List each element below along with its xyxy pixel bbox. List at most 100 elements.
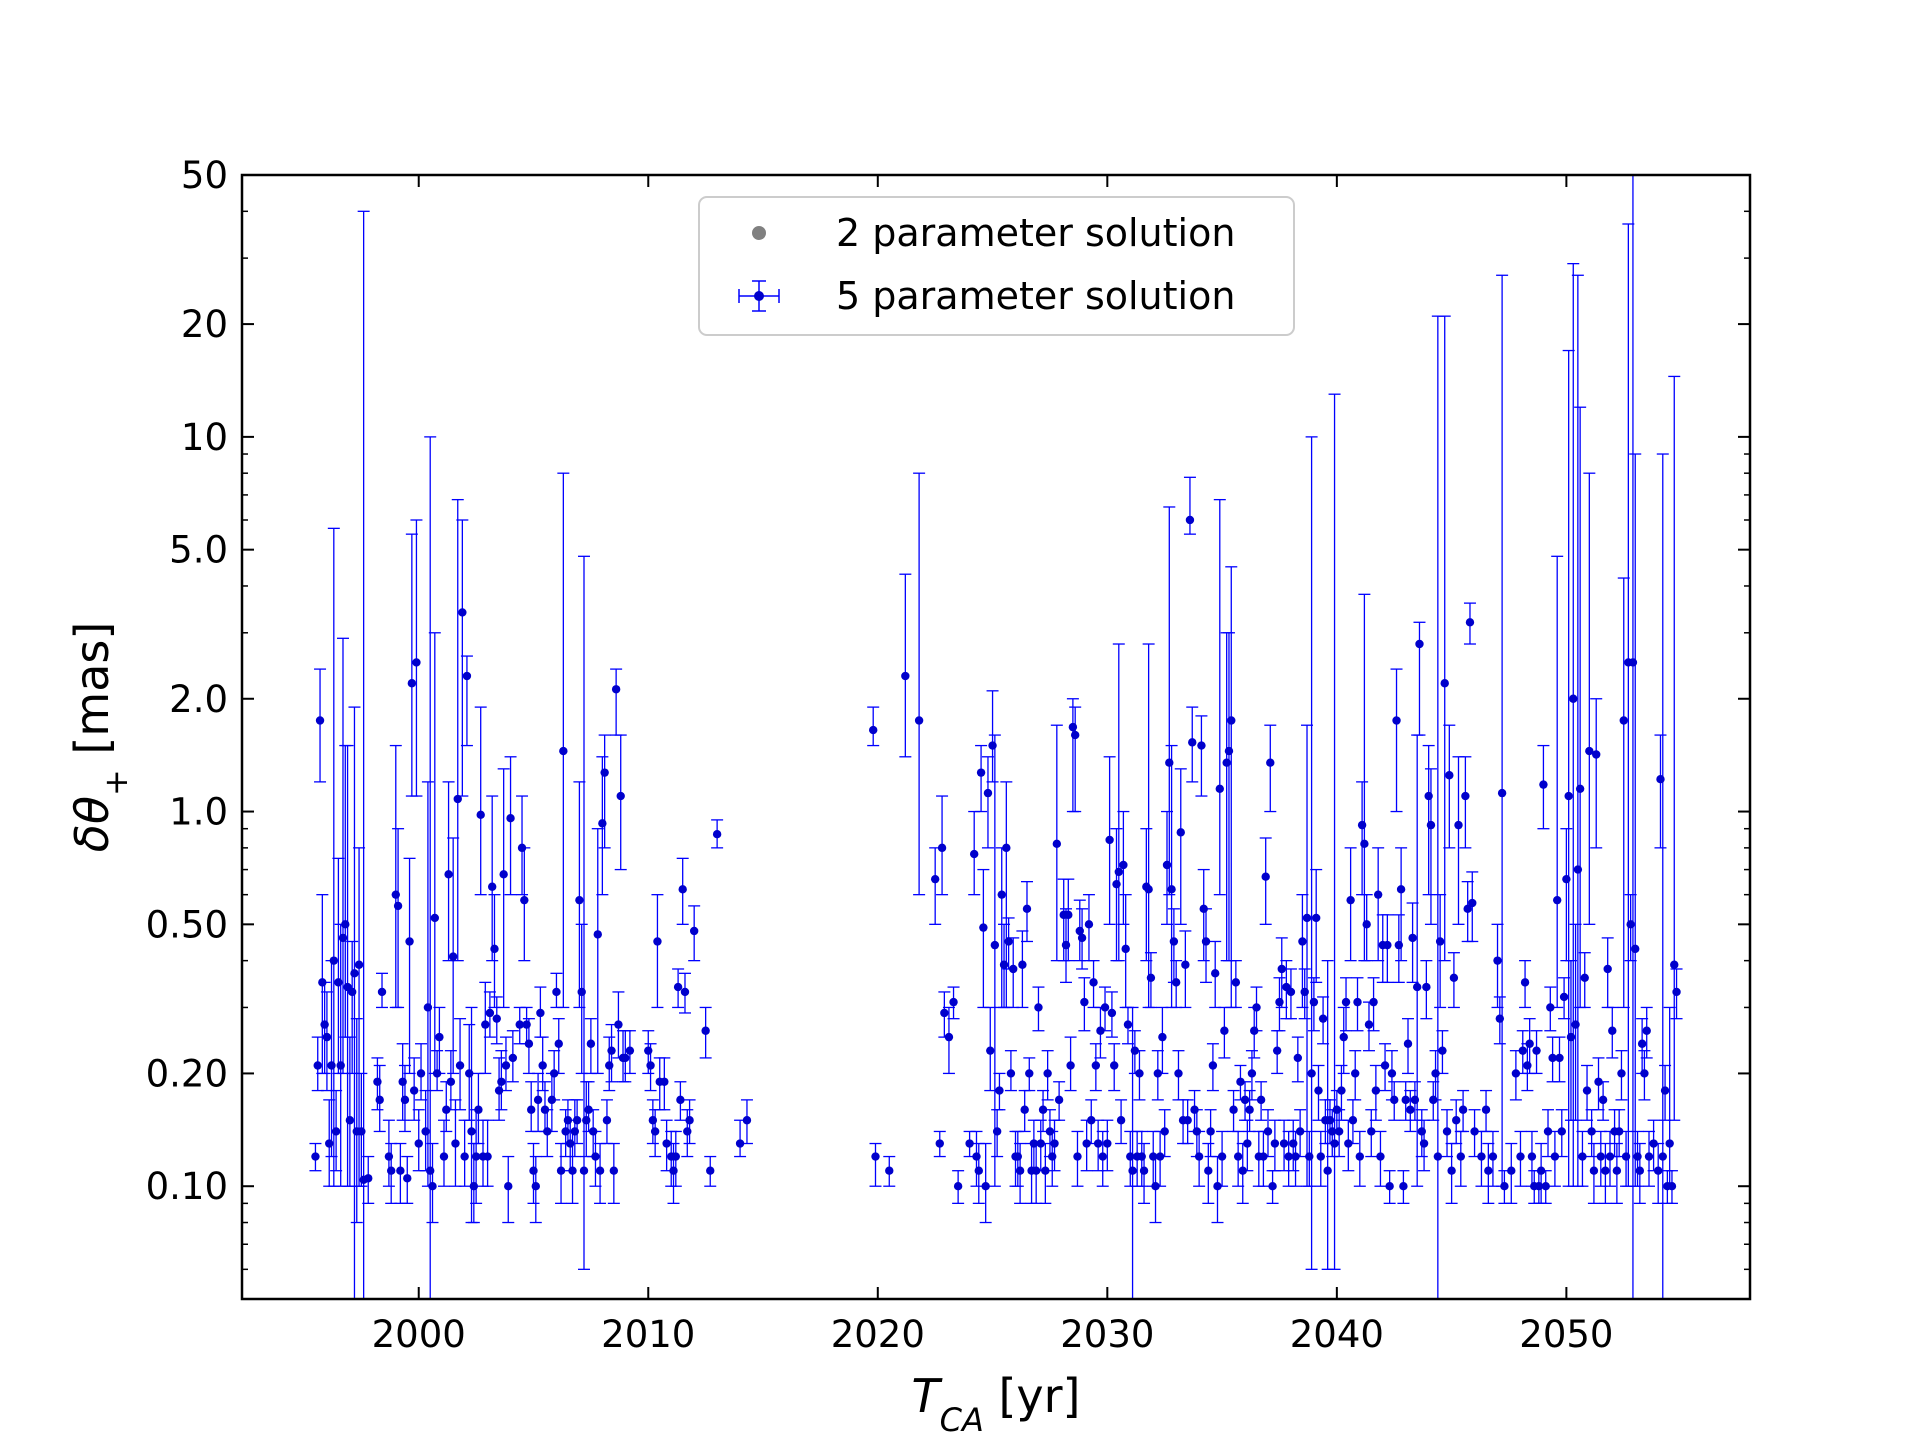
legend-label-5-parameter: 5 parameter solution: [836, 274, 1235, 318]
point-5-parameter: [536, 1008, 545, 1018]
point-5-parameter: [1516, 1152, 1525, 1161]
point-5-parameter: [591, 1152, 600, 1161]
point-5-parameter: [1256, 1095, 1266, 1105]
data-points: [311, 515, 1681, 1191]
point-5-parameter: [1284, 1152, 1293, 1161]
point-5-parameter: [471, 1152, 481, 1161]
point-5-parameter: [325, 1139, 334, 1148]
point-5-parameter: [1592, 750, 1601, 759]
y-tick-label: 2.0: [169, 678, 228, 721]
point-5-parameter: [1197, 741, 1206, 750]
point-5-parameter: [409, 1086, 419, 1095]
point-5-parameter: [414, 1139, 423, 1148]
point-5-parameter: [1013, 1152, 1023, 1161]
errorbar-5-parameter: [392, 828, 405, 1009]
point-5-parameter: [1642, 1026, 1651, 1035]
errorbar-5-parameter: [1259, 837, 1272, 925]
point-5-parameter: [1066, 1061, 1075, 1070]
point-5-parameter: [1098, 1152, 1107, 1161]
point-5-parameter: [1348, 1116, 1358, 1125]
point-5-parameter: [318, 978, 327, 987]
point-5-parameter: [556, 1166, 566, 1175]
point-5-parameter: [1073, 1152, 1082, 1161]
point-5-parameter: [1431, 1069, 1440, 1078]
x-tick-label: 2050: [1519, 1313, 1613, 1356]
point-5-parameter: [1093, 1139, 1103, 1148]
errorbar-5-parameter: [577, 555, 590, 1270]
point-5-parameter: [460, 1152, 469, 1161]
point-5-parameter: [869, 725, 878, 735]
point-5-parameter: [1415, 639, 1424, 649]
point-5-parameter: [1351, 1069, 1360, 1078]
point-5-parameter: [1511, 1069, 1521, 1078]
point-5-parameter: [1025, 1069, 1034, 1078]
point-5-parameter: [1594, 1077, 1603, 1086]
point-5-parameter: [1587, 1127, 1596, 1136]
point-5-parameter: [311, 1152, 320, 1161]
point-5-parameter: [1569, 694, 1578, 703]
errorbar-5-parameter: [1163, 506, 1176, 896]
point-5-parameter: [683, 1127, 692, 1136]
point-5-parameter: [1380, 1061, 1390, 1070]
legend-label-2-parameter: 2 parameter solution: [836, 211, 1235, 255]
point-5-parameter: [979, 923, 988, 932]
point-5-parameter: [403, 1174, 412, 1183]
legend: 2 parameter solution 5 parameter solutio…: [698, 196, 1295, 336]
point-5-parameter: [1362, 920, 1371, 929]
errorbar-5-parameter: [1179, 930, 1192, 1009]
point-5-parameter: [416, 1069, 426, 1078]
point-5-parameter: [1653, 1166, 1663, 1175]
point-5-parameter: [524, 1039, 534, 1048]
point-5-parameter: [1392, 716, 1401, 725]
y-tick-label: 1.0: [169, 791, 228, 834]
point-5-parameter: [653, 937, 662, 946]
point-5-parameter: [522, 1020, 531, 1029]
point-5-parameter: [1151, 1182, 1160, 1191]
point-5-parameter: [1672, 987, 1681, 997]
point-5-parameter: [540, 1105, 550, 1114]
point-5-parameter: [953, 1182, 963, 1191]
point-5-parameter: [490, 944, 499, 954]
x-axis-label: TCA [yr]: [912, 1369, 1081, 1439]
y-tick-label: 10: [181, 416, 228, 459]
errorbar-5-parameter: [1112, 643, 1125, 962]
point-5-parameter: [1578, 1152, 1587, 1161]
point-5-parameter: [377, 987, 387, 997]
point-5-parameter: [625, 1046, 635, 1055]
point-5-parameter: [584, 1105, 593, 1114]
point-5-parameter: [1174, 1069, 1183, 1078]
point-5-parameter: [1293, 1053, 1303, 1063]
errorbar-5-parameter: [410, 519, 423, 797]
errorbar-5-parameter: [869, 1142, 882, 1187]
point-5-parameter: [1637, 1039, 1647, 1048]
point-5-parameter: [1146, 973, 1156, 982]
point-5-parameter: [1194, 1152, 1204, 1161]
point-5-parameter: [972, 1152, 981, 1161]
point-5-parameter: [543, 1127, 552, 1136]
point-5-parameter: [1054, 1095, 1064, 1105]
point-5-parameter: [1364, 1020, 1374, 1029]
point-5-parameter: [334, 978, 343, 987]
point-5-parameter: [1068, 722, 1078, 732]
errorbar-5-parameter: [1174, 768, 1187, 925]
errorbar-5-parameter: [1328, 393, 1341, 1270]
y-tick-label: 5.0: [169, 529, 228, 572]
point-5-parameter: [1263, 1127, 1273, 1136]
point-5-parameter: [421, 1127, 430, 1136]
point-5-parameter: [336, 1061, 345, 1070]
errorbar-5-parameter: [1195, 715, 1208, 797]
point-5-parameter: [901, 671, 910, 681]
point-5-parameter: [1231, 978, 1241, 987]
point-5-parameter: [347, 987, 357, 997]
point-5-parameter: [400, 1095, 410, 1105]
point-5-parameter: [1429, 1095, 1438, 1105]
point-5-parameter: [338, 933, 348, 943]
y-axis-label: δθ+ [mas]: [65, 622, 135, 853]
errorbar-5-parameter: [497, 768, 510, 1009]
errorbar-5-parameter: [1583, 472, 1596, 925]
point-5-parameter: [1020, 1105, 1029, 1114]
point-5-parameter: [1075, 926, 1084, 936]
point-5-parameter: [1477, 1152, 1486, 1161]
point-5-parameter: [476, 810, 485, 820]
point-5-parameter: [1176, 828, 1185, 837]
